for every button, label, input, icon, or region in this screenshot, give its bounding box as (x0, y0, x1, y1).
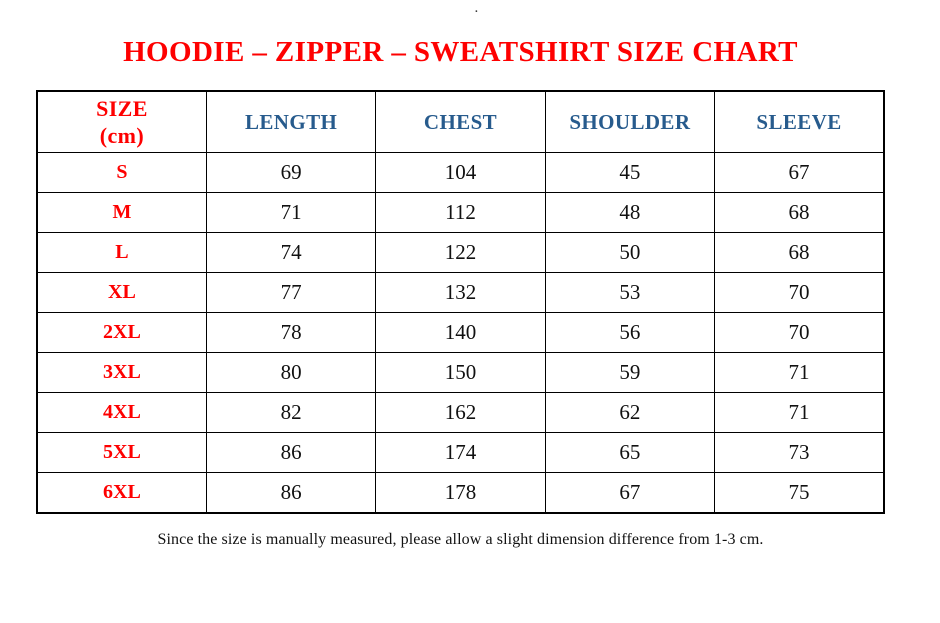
header-row: SIZE (cm) LENGTH CHEST SHOULDER SLEEVE (36, 90, 885, 154)
value-cell: 71 (714, 352, 885, 394)
value-cell: 67 (544, 472, 716, 514)
value-cell: 77 (205, 272, 377, 314)
value-cell: 69 (205, 152, 377, 194)
value-cell: 53 (544, 272, 716, 314)
header-size: SIZE (cm) (36, 90, 207, 154)
value-cell: 74 (205, 232, 377, 274)
size-cell: M (36, 192, 207, 234)
value-cell: 62 (544, 392, 716, 434)
value-cell: 86 (205, 432, 377, 474)
value-cell: 140 (375, 312, 546, 354)
size-cell: S (36, 152, 207, 194)
size-chart-table: SIZE (cm) LENGTH CHEST SHOULDER SLEEVE S… (36, 90, 885, 515)
header-shoulder: SHOULDER (544, 90, 716, 154)
value-cell: 178 (375, 472, 546, 514)
header-size-line1: SIZE (96, 95, 148, 121)
value-cell: 78 (205, 312, 377, 354)
value-cell: 86 (205, 472, 377, 514)
table-row: 5XL 86 174 65 73 (36, 432, 885, 474)
size-cell: 2XL (36, 312, 207, 354)
value-cell: 112 (375, 192, 546, 234)
size-cell: 4XL (36, 392, 207, 434)
value-cell: 71 (205, 192, 377, 234)
header-length: LENGTH (205, 90, 377, 154)
value-cell: 71 (714, 392, 885, 434)
table-row: 4XL 82 162 62 71 (36, 392, 885, 434)
table-row: 3XL 80 150 59 71 (36, 352, 885, 394)
value-cell: 132 (375, 272, 546, 314)
size-cell: 3XL (36, 352, 207, 394)
size-cell: 6XL (36, 472, 207, 514)
table-row: M 71 112 48 68 (36, 192, 885, 234)
value-cell: 75 (714, 472, 885, 514)
table-row: XL 77 132 53 70 (36, 272, 885, 314)
table-row: 2XL 78 140 56 70 (36, 312, 885, 354)
value-cell: 68 (714, 232, 885, 274)
page-top-mark: . (475, 3, 478, 15)
value-cell: 68 (714, 192, 885, 234)
value-cell: 122 (375, 232, 546, 274)
table-row: L 74 122 50 68 (36, 232, 885, 274)
header-sleeve: SLEEVE (714, 90, 885, 154)
value-cell: 70 (714, 272, 885, 314)
value-cell: 150 (375, 352, 546, 394)
value-cell: 48 (544, 192, 716, 234)
value-cell: 70 (714, 312, 885, 354)
value-cell: 82 (205, 392, 377, 434)
value-cell: 67 (714, 152, 885, 194)
value-cell: 162 (375, 392, 546, 434)
value-cell: 56 (544, 312, 716, 354)
header-size-line2: (cm) (99, 123, 145, 149)
size-cell: 5XL (36, 432, 207, 474)
table-row: 6XL 86 178 67 75 (36, 472, 885, 514)
value-cell: 59 (544, 352, 716, 394)
page-title: HOODIE – ZIPPER – SWEATSHIRT SIZE CHART (123, 36, 798, 68)
size-cell: L (36, 232, 207, 274)
value-cell: 50 (544, 232, 716, 274)
header-chest: CHEST (375, 90, 546, 154)
value-cell: 174 (375, 432, 546, 474)
value-cell: 45 (544, 152, 716, 194)
footnote: Since the size is manually measured, ple… (157, 531, 764, 549)
table-row: S 69 104 45 67 (36, 152, 885, 194)
value-cell: 65 (544, 432, 716, 474)
value-cell: 104 (375, 152, 546, 194)
size-cell: XL (36, 272, 207, 314)
value-cell: 80 (205, 352, 377, 394)
value-cell: 73 (714, 432, 885, 474)
